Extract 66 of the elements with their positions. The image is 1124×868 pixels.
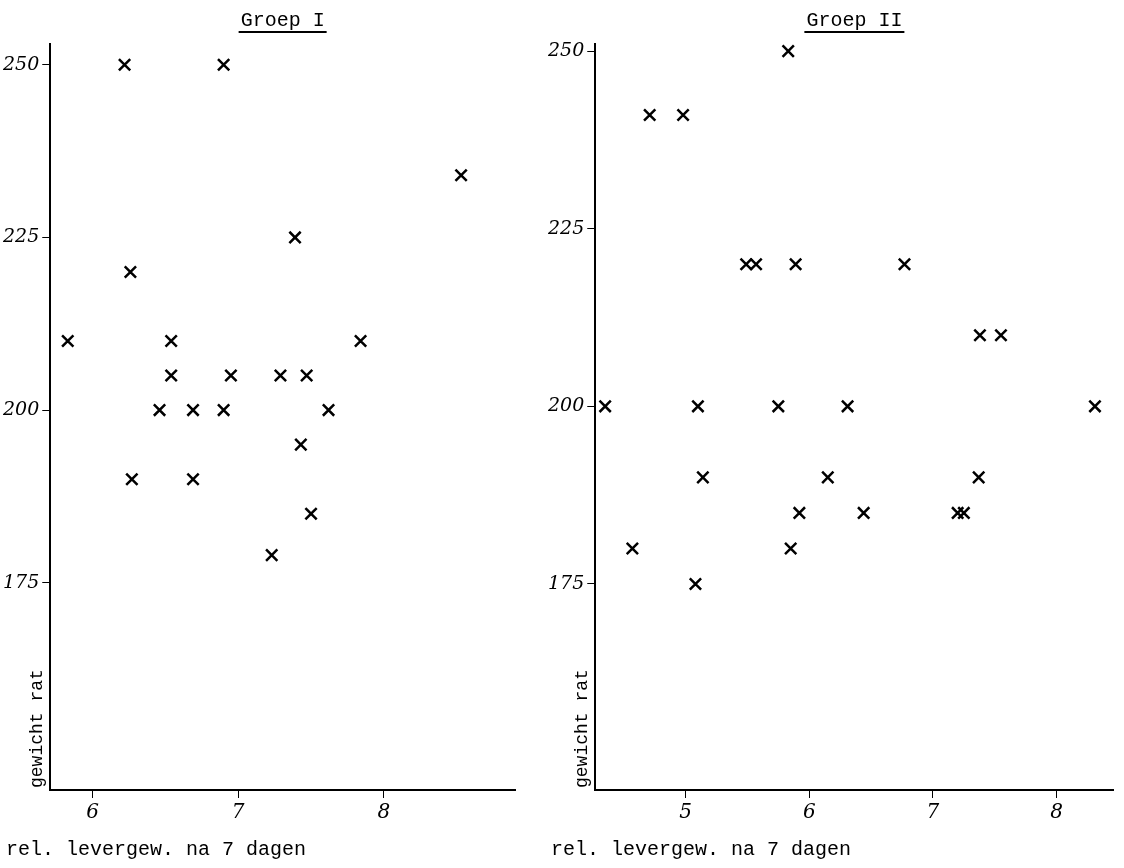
- point: [264, 548, 279, 563]
- point: [216, 57, 231, 72]
- point: [186, 472, 200, 487]
- point: [783, 541, 798, 556]
- point: [186, 403, 200, 417]
- chart-title: Groep II: [806, 9, 903, 32]
- point: [749, 257, 763, 272]
- x-tick-label: 8: [377, 799, 391, 824]
- point: [625, 541, 640, 556]
- point: [792, 506, 807, 520]
- y-tick-label: 250: [2, 51, 40, 74]
- point: [124, 472, 139, 487]
- point: [60, 334, 75, 348]
- point: [216, 403, 231, 417]
- point: [273, 368, 288, 383]
- point: [224, 368, 238, 383]
- y-tick-label: 225: [2, 224, 40, 247]
- point: [771, 399, 786, 414]
- point: [353, 334, 368, 348]
- point: [950, 506, 965, 520]
- point: [598, 399, 613, 414]
- y-tick-label: 175: [3, 569, 40, 592]
- point: [321, 403, 336, 417]
- y-axis-title: gewicht rat: [27, 669, 48, 788]
- point: [123, 265, 138, 279]
- y-tick-label: 250: [547, 38, 585, 61]
- y-tick-label: 225: [547, 215, 585, 238]
- point: [781, 44, 796, 59]
- point: [1088, 399, 1102, 414]
- point: [304, 506, 318, 521]
- x-tick-label: 7: [926, 799, 940, 824]
- point: [299, 368, 314, 383]
- point: [293, 437, 308, 452]
- point: [788, 257, 803, 272]
- point: [164, 368, 179, 383]
- x-tick-label: 6: [86, 799, 100, 824]
- point: [288, 230, 302, 245]
- point: [117, 57, 132, 72]
- x-tick-label: 6: [802, 799, 816, 824]
- point: [152, 403, 167, 417]
- y-tick-label: 175: [548, 570, 585, 593]
- point: [840, 399, 855, 414]
- point: [973, 328, 987, 343]
- x-axis-title: rel. levergew. na 7 dagen: [551, 838, 852, 861]
- x-tick-label: 5: [679, 799, 692, 824]
- point: [739, 257, 754, 272]
- point: [897, 257, 912, 272]
- point: [164, 334, 179, 348]
- point: [994, 328, 1008, 343]
- point: [820, 470, 835, 485]
- x-tick-label: 8: [1050, 799, 1063, 824]
- x-tick-label: 7: [231, 799, 245, 824]
- point: [676, 108, 690, 122]
- point: [956, 506, 971, 520]
- x-axis-title: rel. levergew. na 7 dagen: [6, 838, 307, 861]
- point: [971, 470, 986, 485]
- y-tick-label: 200: [2, 397, 40, 420]
- point: [454, 168, 468, 183]
- chart-title: Groep I: [240, 9, 325, 32]
- point: [691, 399, 705, 414]
- point: [695, 470, 710, 485]
- y-axis-title: gewicht rat: [572, 669, 593, 788]
- point: [688, 577, 703, 591]
- point: [642, 108, 657, 122]
- point: [856, 506, 871, 520]
- y-tick-label: 200: [547, 393, 585, 416]
